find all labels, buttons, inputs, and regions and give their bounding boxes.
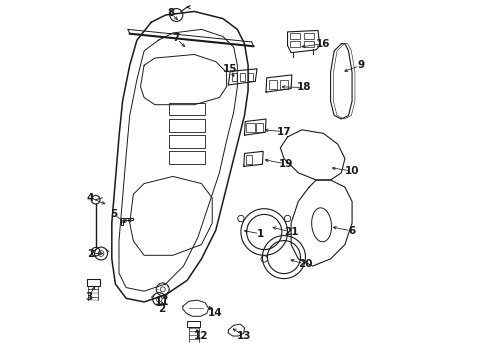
Text: 13: 13 — [237, 331, 251, 341]
Bar — [290, 33, 300, 39]
Text: 15: 15 — [223, 64, 237, 74]
Text: 11: 11 — [155, 297, 169, 307]
Bar — [246, 123, 254, 132]
Bar — [280, 80, 287, 89]
Bar — [169, 135, 204, 148]
Text: 2: 2 — [158, 304, 165, 314]
Bar — [268, 80, 276, 89]
Bar — [290, 41, 300, 47]
Bar — [169, 119, 204, 132]
Text: 14: 14 — [207, 309, 222, 318]
Text: 19: 19 — [278, 159, 292, 169]
Text: 7: 7 — [172, 33, 180, 43]
Text: 20: 20 — [298, 259, 312, 269]
Bar — [169, 103, 204, 116]
Bar — [255, 123, 263, 132]
Bar — [187, 321, 200, 327]
Bar — [304, 41, 313, 47]
Text: 1: 1 — [257, 229, 264, 239]
Text: 18: 18 — [296, 82, 310, 93]
Text: 6: 6 — [348, 226, 355, 236]
Text: 10: 10 — [344, 166, 359, 176]
Text: 2: 2 — [87, 248, 95, 258]
Text: 9: 9 — [357, 60, 364, 70]
Bar — [239, 73, 244, 81]
Bar — [245, 155, 251, 164]
Text: 3: 3 — [85, 292, 92, 302]
Bar — [231, 73, 237, 81]
Text: 16: 16 — [315, 39, 329, 49]
Text: 5: 5 — [110, 209, 117, 219]
Bar — [169, 151, 204, 164]
Bar — [86, 279, 100, 286]
Bar — [304, 33, 313, 39]
Text: 4: 4 — [86, 193, 94, 203]
Text: 8: 8 — [167, 8, 174, 18]
Text: 17: 17 — [276, 127, 291, 136]
Bar — [247, 73, 253, 81]
Text: 12: 12 — [194, 331, 208, 341]
Text: 21: 21 — [284, 227, 298, 237]
